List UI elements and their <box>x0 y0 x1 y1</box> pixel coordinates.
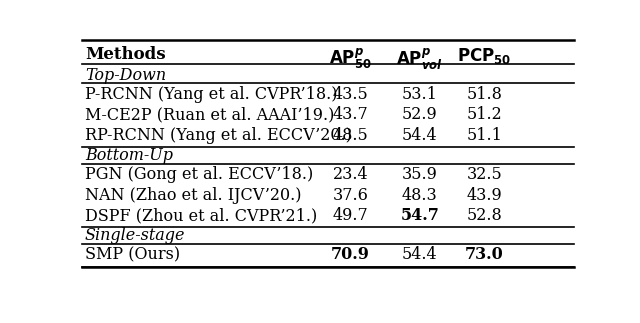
Text: NAN (Zhao et al. IJCV’20.): NAN (Zhao et al. IJCV’20.) <box>85 187 301 203</box>
Text: $\mathbf{AP}^{\boldsymbol{p}}_{\boldsymbol{vol}}$: $\mathbf{AP}^{\boldsymbol{p}}_{\boldsymb… <box>396 46 444 72</box>
Text: $\mathbf{PCP}_{\mathbf{50}}$: $\mathbf{PCP}_{\mathbf{50}}$ <box>457 46 511 66</box>
Text: 51.1: 51.1 <box>467 127 502 144</box>
Text: 49.7: 49.7 <box>332 207 368 224</box>
Text: 35.9: 35.9 <box>402 166 438 183</box>
Text: 37.6: 37.6 <box>332 187 368 203</box>
Text: 32.5: 32.5 <box>467 166 502 183</box>
Text: 52.8: 52.8 <box>467 207 502 224</box>
Text: 43.9: 43.9 <box>467 187 502 203</box>
Text: Top-Down: Top-Down <box>85 67 166 84</box>
Text: PGN (Gong et al. ECCV’18.): PGN (Gong et al. ECCV’18.) <box>85 166 313 183</box>
Text: 54.7: 54.7 <box>401 207 439 224</box>
Text: SMP (Ours): SMP (Ours) <box>85 246 180 264</box>
Text: 23.4: 23.4 <box>333 166 368 183</box>
Text: 73.0: 73.0 <box>465 246 504 264</box>
Text: 43.7: 43.7 <box>332 106 368 123</box>
Text: Bottom-Up: Bottom-Up <box>85 147 173 164</box>
Text: 43.5: 43.5 <box>332 86 368 103</box>
Text: Methods: Methods <box>85 46 166 63</box>
Text: 48.5: 48.5 <box>332 127 368 144</box>
Text: Single-stage: Single-stage <box>85 227 186 244</box>
Text: 70.9: 70.9 <box>331 246 370 264</box>
Text: 48.3: 48.3 <box>402 187 438 203</box>
Text: 51.8: 51.8 <box>467 86 502 103</box>
Text: 53.1: 53.1 <box>402 86 438 103</box>
Text: 52.9: 52.9 <box>402 106 438 123</box>
Text: P-RCNN (Yang et al. CVPR’18.): P-RCNN (Yang et al. CVPR’18.) <box>85 86 337 103</box>
Text: M-CE2P (Ruan et al. AAAI’19.): M-CE2P (Ruan et al. AAAI’19.) <box>85 106 334 123</box>
Text: 54.4: 54.4 <box>402 246 438 264</box>
Text: 54.4: 54.4 <box>402 127 438 144</box>
Text: $\mathbf{AP}^{\boldsymbol{p}}_{\mathbf{50}}$: $\mathbf{AP}^{\boldsymbol{p}}_{\mathbf{5… <box>329 46 372 71</box>
Text: 51.2: 51.2 <box>467 106 502 123</box>
Text: RP-RCNN (Yang et al. ECCV’20.): RP-RCNN (Yang et al. ECCV’20.) <box>85 127 352 144</box>
Text: DSPF (Zhou et al. CVPR’21.): DSPF (Zhou et al. CVPR’21.) <box>85 207 317 224</box>
